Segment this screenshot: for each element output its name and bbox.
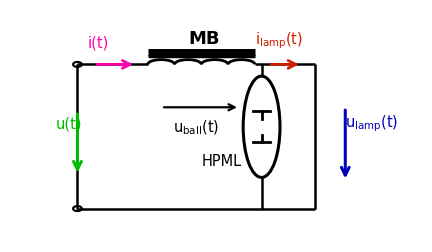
Text: u(t): u(t) [56, 116, 82, 131]
Text: i(t): i(t) [87, 36, 109, 51]
Text: u$_{\mathsf{ball}}$(t): u$_{\mathsf{ball}}$(t) [173, 118, 219, 137]
Text: MB: MB [188, 30, 219, 48]
Text: HPML: HPML [201, 153, 241, 168]
Text: u$_{\mathsf{lamp}}$(t): u$_{\mathsf{lamp}}$(t) [345, 113, 399, 134]
Text: i$_{\mathsf{lamp}}$(t): i$_{\mathsf{lamp}}$(t) [255, 30, 303, 51]
